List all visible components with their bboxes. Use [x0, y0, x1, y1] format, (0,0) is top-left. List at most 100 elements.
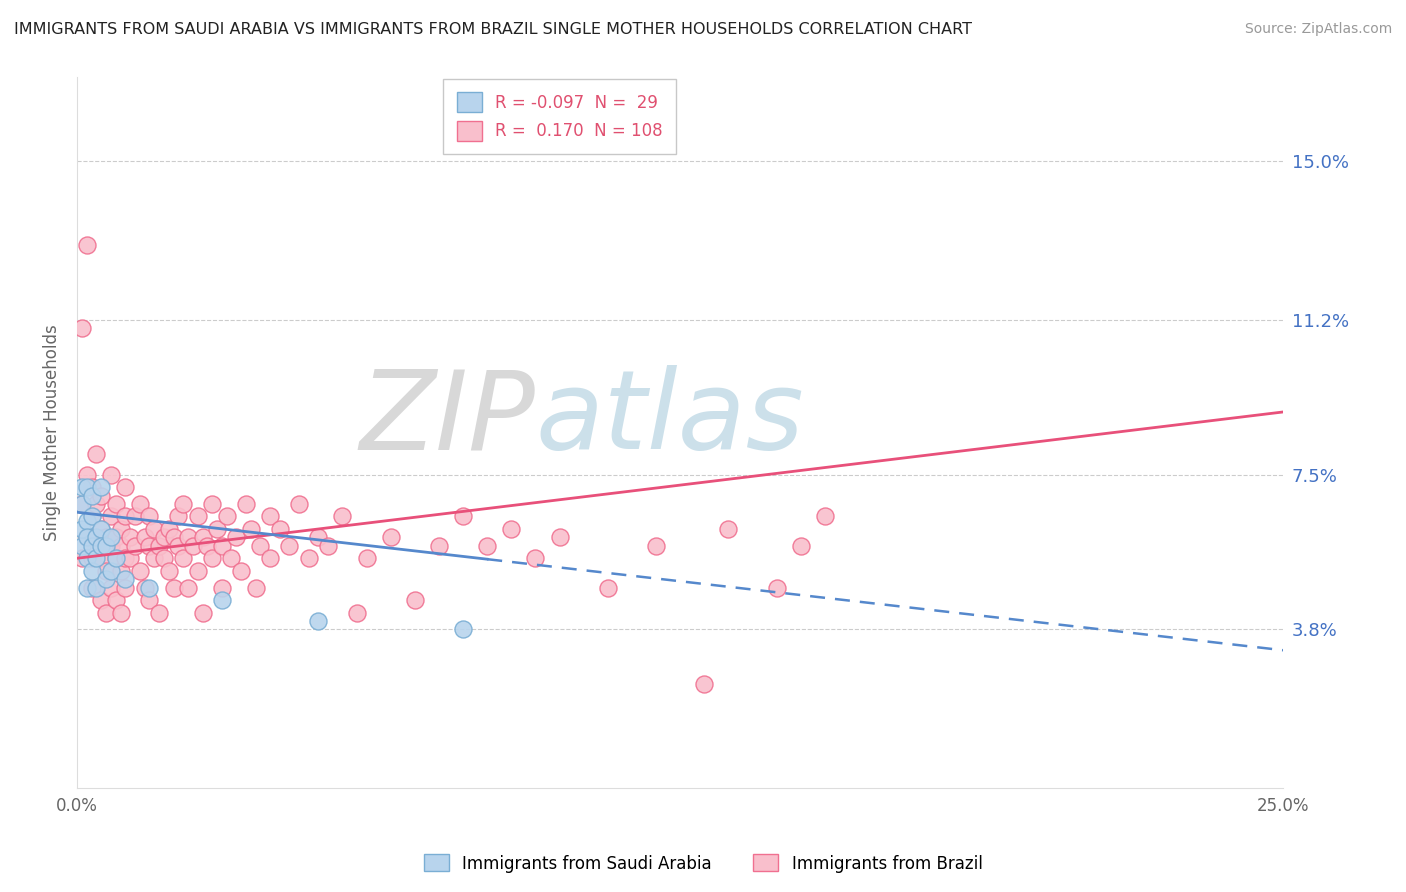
Point	[191, 606, 214, 620]
Point	[70, 539, 93, 553]
Point	[94, 539, 117, 553]
Point	[596, 581, 619, 595]
Point	[205, 522, 228, 536]
Point	[167, 509, 190, 524]
Point	[167, 539, 190, 553]
Point	[162, 530, 184, 544]
Point	[100, 530, 122, 544]
Point	[765, 581, 787, 595]
Point	[114, 509, 136, 524]
Point	[76, 237, 98, 252]
Point	[307, 614, 329, 628]
Point	[114, 581, 136, 595]
Point	[211, 593, 233, 607]
Point	[110, 522, 132, 536]
Point	[245, 581, 267, 595]
Point	[524, 551, 547, 566]
Point	[380, 530, 402, 544]
Point	[138, 593, 160, 607]
Point	[225, 530, 247, 544]
Point	[100, 564, 122, 578]
Point	[90, 539, 112, 553]
Point	[86, 539, 108, 553]
Point	[221, 551, 243, 566]
Point	[124, 509, 146, 524]
Point	[104, 497, 127, 511]
Point	[120, 551, 142, 566]
Point	[76, 551, 98, 566]
Point	[191, 530, 214, 544]
Point	[76, 581, 98, 595]
Point	[100, 509, 122, 524]
Point	[90, 551, 112, 566]
Point	[100, 539, 122, 553]
Point	[100, 467, 122, 482]
Point	[80, 539, 103, 553]
Point	[80, 564, 103, 578]
Point	[259, 551, 281, 566]
Point	[76, 480, 98, 494]
Point	[153, 551, 176, 566]
Point	[70, 480, 93, 494]
Point	[80, 509, 103, 524]
Text: Source: ZipAtlas.com: Source: ZipAtlas.com	[1244, 22, 1392, 37]
Point	[100, 581, 122, 595]
Point	[790, 539, 813, 553]
Point	[195, 539, 218, 553]
Point	[148, 606, 170, 620]
Point	[201, 551, 224, 566]
Point	[172, 497, 194, 511]
Point	[134, 581, 156, 595]
Point	[278, 539, 301, 553]
Point	[501, 522, 523, 536]
Point	[162, 581, 184, 595]
Point	[177, 581, 200, 595]
Point	[114, 480, 136, 494]
Point	[76, 467, 98, 482]
Point	[138, 539, 160, 553]
Point	[148, 539, 170, 553]
Point	[76, 530, 98, 544]
Point	[94, 606, 117, 620]
Point	[201, 497, 224, 511]
Point	[187, 564, 209, 578]
Point	[249, 539, 271, 553]
Point	[70, 497, 93, 511]
Point	[110, 606, 132, 620]
Point	[235, 497, 257, 511]
Point	[94, 530, 117, 544]
Point	[90, 480, 112, 494]
Point	[181, 539, 204, 553]
Point	[717, 522, 740, 536]
Point	[104, 551, 127, 566]
Point	[104, 551, 127, 566]
Point	[70, 522, 93, 536]
Point	[346, 606, 368, 620]
Point	[76, 530, 98, 544]
Legend: R = -0.097  N =  29, R =  0.170  N = 108: R = -0.097 N = 29, R = 0.170 N = 108	[443, 78, 676, 154]
Point	[80, 581, 103, 595]
Point	[187, 509, 209, 524]
Point	[427, 539, 450, 553]
Point	[231, 564, 253, 578]
Point	[153, 530, 176, 544]
Point	[128, 564, 150, 578]
Point	[86, 551, 108, 566]
Point	[86, 497, 108, 511]
Point	[94, 572, 117, 586]
Point	[124, 539, 146, 553]
Point	[90, 522, 112, 536]
Point	[693, 676, 716, 690]
Point	[110, 564, 132, 578]
Point	[332, 509, 354, 524]
Point	[259, 509, 281, 524]
Point	[70, 321, 93, 335]
Point	[316, 539, 339, 553]
Point	[451, 623, 474, 637]
Point	[239, 522, 262, 536]
Point	[172, 551, 194, 566]
Point	[211, 581, 233, 595]
Y-axis label: Single Mother Households: Single Mother Households	[44, 325, 60, 541]
Point	[143, 551, 166, 566]
Point	[269, 522, 291, 536]
